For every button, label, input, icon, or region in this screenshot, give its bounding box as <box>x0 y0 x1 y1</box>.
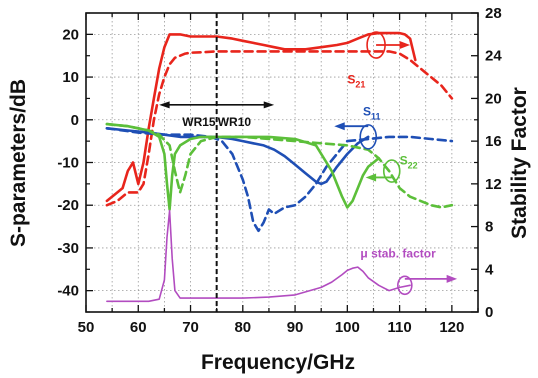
y-tick-label-right: 0 <box>485 304 493 321</box>
y-tick-label-right: 28 <box>485 5 502 22</box>
s21-label: S21 <box>347 72 365 89</box>
y-axis-label-right: Stability Factor <box>508 87 531 239</box>
s22-arrow-head <box>365 173 377 182</box>
s22-circle <box>382 159 401 183</box>
y-tick-label-right: 20 <box>485 90 502 107</box>
x-tick-label: 50 <box>78 319 95 336</box>
x-tick-label: 100 <box>335 319 360 336</box>
s11-label: S11 <box>363 105 381 122</box>
x-tick-label: 80 <box>234 319 251 336</box>
wr10-arrow-head <box>263 101 275 109</box>
s21-dashed-line <box>105 50 454 207</box>
mu-label: μ stab. factor <box>360 247 436 261</box>
grid <box>86 13 478 312</box>
mu-circle <box>397 275 413 296</box>
x-tick-label: 60 <box>130 319 147 336</box>
x-tick-label: 90 <box>287 319 304 336</box>
y-tick-label-right: 4 <box>485 261 494 278</box>
s11-circle <box>359 124 378 150</box>
s11-dashed-line <box>105 127 454 233</box>
tick-labels: 50 60 70 80 90 100 110 120 -40 -30 -20 -10 0 10 20 0 4 8 1… <box>57 5 502 336</box>
x-tick-label: 120 <box>439 319 464 336</box>
s22-dashed-line <box>105 122 454 209</box>
series-group <box>105 31 454 303</box>
s11-arrow-head <box>334 122 345 131</box>
y-tick-label-left: 20 <box>62 26 79 43</box>
wr15-label: WR15 <box>182 115 216 129</box>
s11-solid-line <box>105 127 370 186</box>
s22-label: S22 <box>400 154 418 171</box>
s21-arrow-head <box>399 41 411 50</box>
y-tick-label-right: 24 <box>485 48 502 65</box>
y-tick-label-left: 0 <box>71 112 79 129</box>
y-tick-label-right: 8 <box>485 219 493 236</box>
x-axis-label: Frequency/GHz <box>201 351 355 374</box>
x-tick-label: 110 <box>387 319 411 336</box>
x-tick-label: 70 <box>182 319 199 336</box>
y-tick-label-right: 12 <box>485 176 502 193</box>
y-tick-label-left: -30 <box>57 240 79 257</box>
mu-arrow-head <box>446 274 458 283</box>
y-tick-label-left: -20 <box>57 197 79 214</box>
mu-line <box>106 209 411 303</box>
wr15-arrow-head <box>159 101 170 109</box>
y-tick-label-left: 10 <box>62 69 79 86</box>
s21-solid-line <box>105 31 417 203</box>
y-tick-label-left: -10 <box>57 155 79 172</box>
y-axis-label-left: S-parameters/dB <box>7 79 30 247</box>
axis-ticks <box>85 12 479 313</box>
y-tick-label-right: 16 <box>485 133 502 150</box>
wr10-label: WR10 <box>218 115 252 129</box>
annotations: WR15 WR10 S21 S11 S22 μ stab. factor <box>159 13 458 312</box>
y-tick-label-left: -40 <box>57 283 79 300</box>
